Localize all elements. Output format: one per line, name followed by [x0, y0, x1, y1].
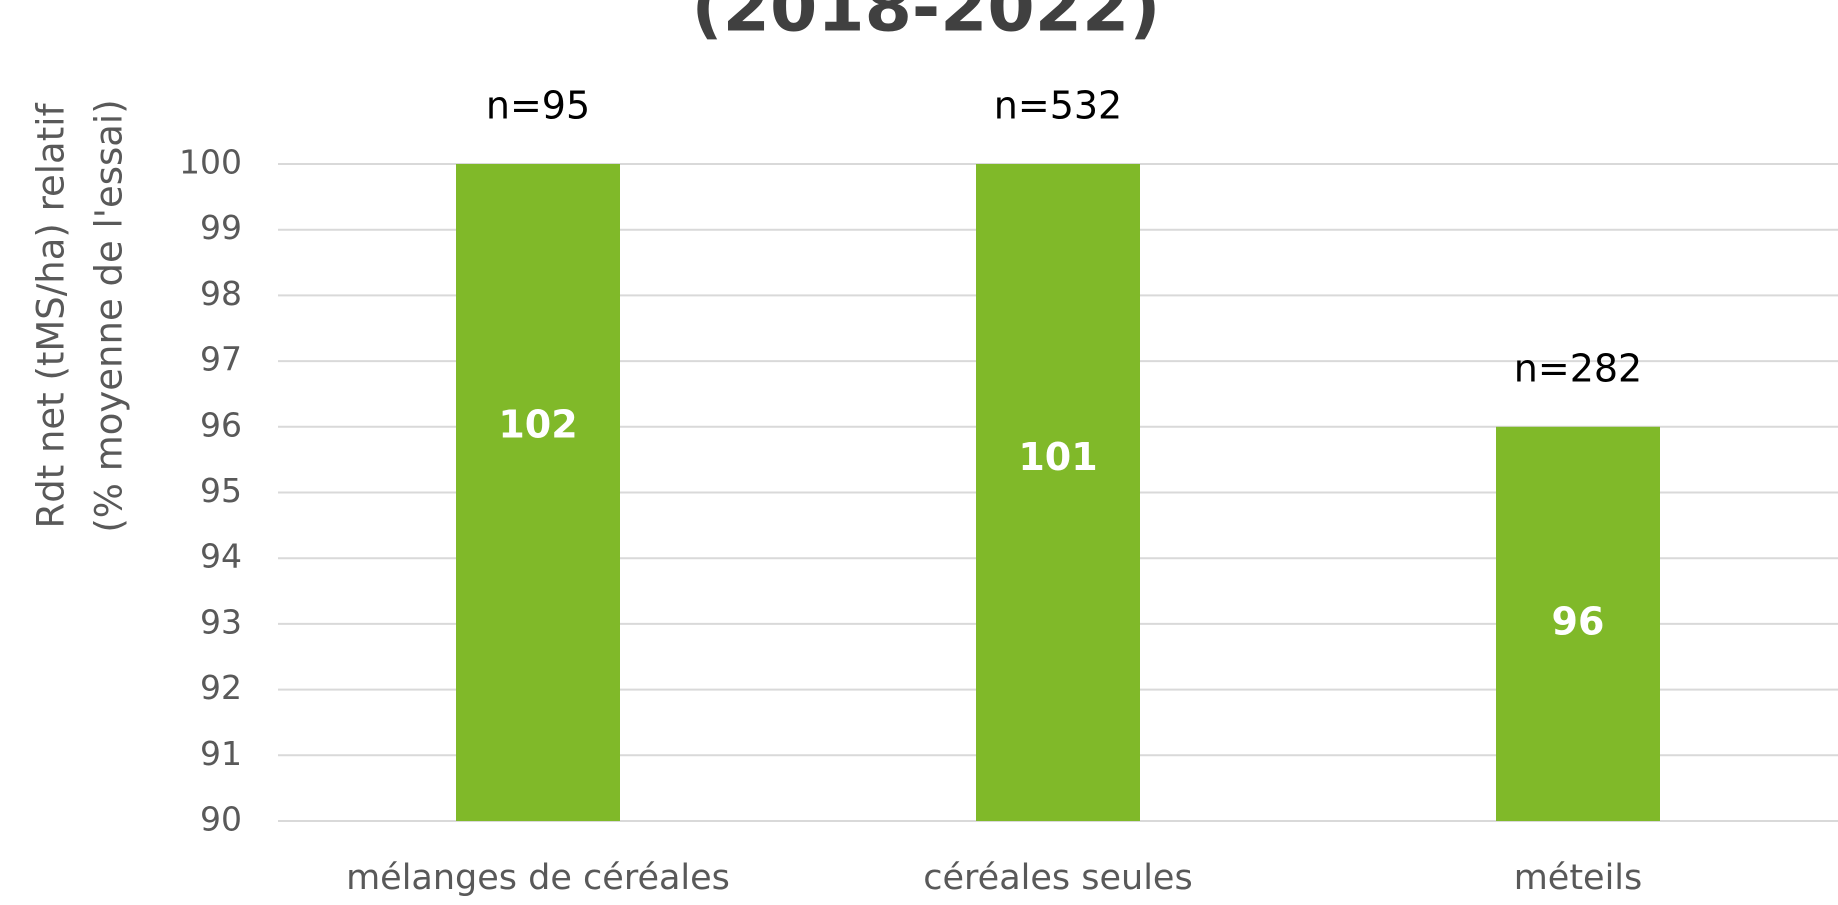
chart-title: (2018-2022)	[692, 0, 1161, 48]
y-axis-title-line: Rdt net (tMS/ha) relatif	[30, 103, 73, 529]
x-tick-label: méteils	[1514, 858, 1643, 898]
bars	[456, 164, 1660, 821]
labels: 90 91 92 93 94 95 96 97 98 99 100 mélanges de céréa…	[179, 84, 1642, 899]
value-label: 102	[498, 402, 577, 446]
y-tick-label: 100	[179, 143, 242, 182]
y-tick-label: 90	[200, 800, 242, 839]
annotation: n=282	[1514, 346, 1642, 390]
y-tick-label: 98	[200, 274, 242, 313]
y-tick-label: 94	[200, 537, 242, 576]
y-axis-title: Rdt net (tMS/ha) relatif	[30, 103, 73, 529]
annotation: n=532	[994, 84, 1122, 128]
y-tick-label: 97	[200, 340, 242, 379]
y-axis-title-line: (% moyenne de l'essai)	[88, 99, 131, 532]
annotation: n=95	[486, 84, 590, 128]
y-axis-title: (% moyenne de l'essai)	[88, 99, 131, 532]
y-tick-label: 92	[200, 668, 242, 707]
y-tick-label: 91	[200, 734, 242, 773]
y-tick-label: 95	[200, 471, 242, 510]
bar	[976, 164, 1140, 821]
y-tick-label: 99	[200, 208, 242, 247]
value-label: 96	[1552, 599, 1605, 643]
y-tick-label: 93	[200, 602, 242, 641]
bar	[1496, 426, 1660, 821]
x-tick-label: céréales seules	[923, 858, 1192, 898]
value-label: 101	[1018, 435, 1097, 479]
y-tick-label: 96	[200, 405, 242, 444]
bar	[456, 164, 620, 821]
x-tick-label: mélanges de céréales	[346, 858, 730, 898]
